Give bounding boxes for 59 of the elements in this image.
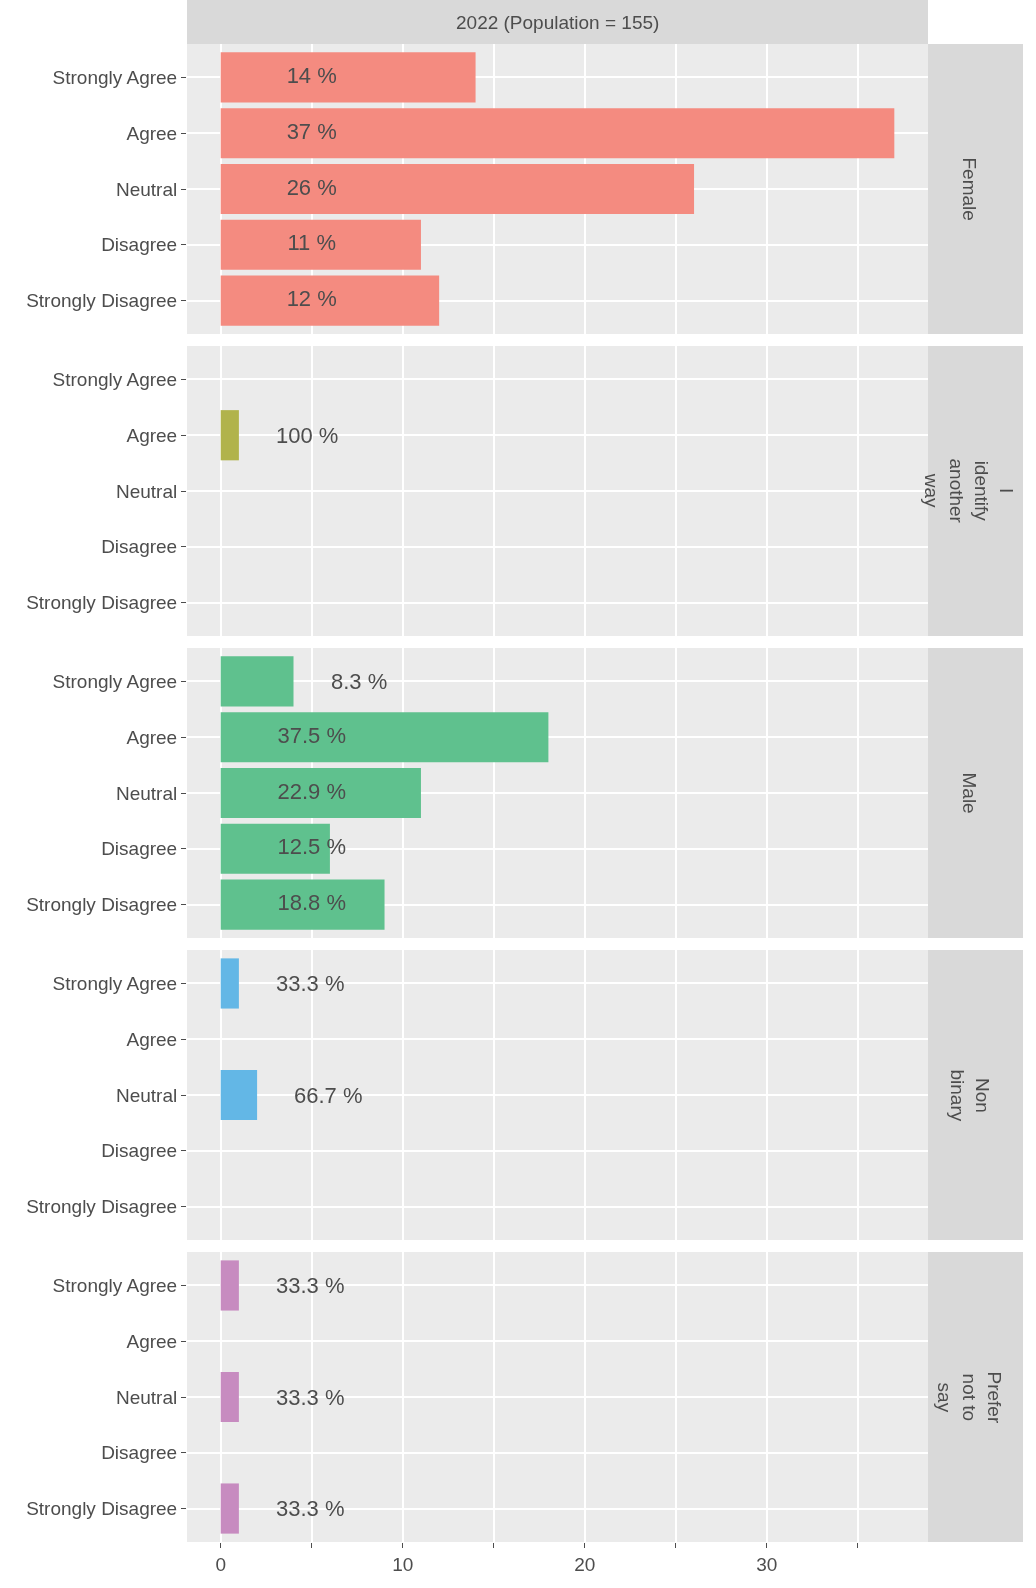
annotation: 12 % xyxy=(286,286,337,312)
y-tick-label: Strongly Agree xyxy=(52,1275,178,1297)
annotation: 33.3 % xyxy=(276,971,345,996)
y-tick-label: Disagree xyxy=(101,234,178,256)
bar xyxy=(220,656,294,707)
y-tick-label: Agree xyxy=(126,122,178,144)
y-tick-label: Strongly Agree xyxy=(52,671,178,693)
annotation: 8.3 % xyxy=(331,669,388,694)
text: Prefer not to say xyxy=(934,1371,1005,1424)
y-tick-label: Disagree xyxy=(101,1140,178,1162)
annotation: 33.3 % xyxy=(276,1385,345,1410)
annotation: 18.8 % xyxy=(277,890,346,916)
bar xyxy=(220,219,421,270)
annotation: 37 % xyxy=(286,118,337,144)
annotation: I identify another way xyxy=(921,458,1017,524)
bar xyxy=(220,52,476,103)
y-tick-label: Neutral xyxy=(115,1386,178,1408)
bar xyxy=(220,712,549,763)
y-tick-label: Disagree xyxy=(101,838,178,860)
annotation: 66.7 % xyxy=(294,1083,363,1108)
y-tick-label: Strongly Agree xyxy=(52,67,178,89)
bar xyxy=(220,163,695,215)
y-tick-label: Strongly Agree xyxy=(52,973,178,995)
y-tick-label: Agree xyxy=(126,424,178,446)
y-tick-label: Strongly Disagree xyxy=(26,1196,178,1218)
annotation: 22.9 % xyxy=(277,778,346,804)
x-tick-label: 0 xyxy=(215,1553,226,1575)
y-tick-label: Strongly Disagree xyxy=(26,894,178,916)
text: Male xyxy=(958,772,980,814)
bar xyxy=(220,879,385,930)
y-tick-label: Strongly Disagree xyxy=(26,592,178,614)
y-tick-label: Neutral xyxy=(115,782,178,804)
annotation: 11 % xyxy=(287,230,336,256)
x-tick-label: 20 xyxy=(574,1553,596,1575)
y-tick-label: Strongly Disagree xyxy=(26,1498,178,1520)
annotation: 37.5 % xyxy=(277,722,346,748)
bar xyxy=(220,275,440,326)
bar xyxy=(220,767,421,819)
y-tick-label: Neutral xyxy=(115,480,178,502)
y-tick-label: Neutral xyxy=(115,178,178,200)
y-tick-label: Disagree xyxy=(101,1442,178,1464)
y-tick-label: Strongly Agree xyxy=(52,369,178,391)
y-tick-label: Agree xyxy=(126,726,178,748)
y-tick-label: Neutral xyxy=(115,1084,178,1106)
x-tick-label: 10 xyxy=(392,1553,414,1575)
bar xyxy=(220,108,895,159)
y-tick-label: Disagree xyxy=(101,536,178,558)
annotation: 14 % xyxy=(286,62,337,88)
annotation: 33.3 % xyxy=(276,1273,345,1298)
annotation: 100 % xyxy=(276,423,339,448)
text: Female xyxy=(958,157,980,221)
text: Non binary xyxy=(946,1069,993,1122)
annotation: 26 % xyxy=(286,174,337,200)
x-tick-label: 30 xyxy=(756,1553,778,1575)
y-tick-label: Agree xyxy=(126,1330,178,1352)
y-tick-label: Agree xyxy=(126,1028,178,1050)
y-tick-label: Strongly Disagree xyxy=(26,290,178,312)
annotation: 33.3 % xyxy=(276,1496,345,1521)
chart-title: 2022 (Population = 155) xyxy=(456,12,660,33)
